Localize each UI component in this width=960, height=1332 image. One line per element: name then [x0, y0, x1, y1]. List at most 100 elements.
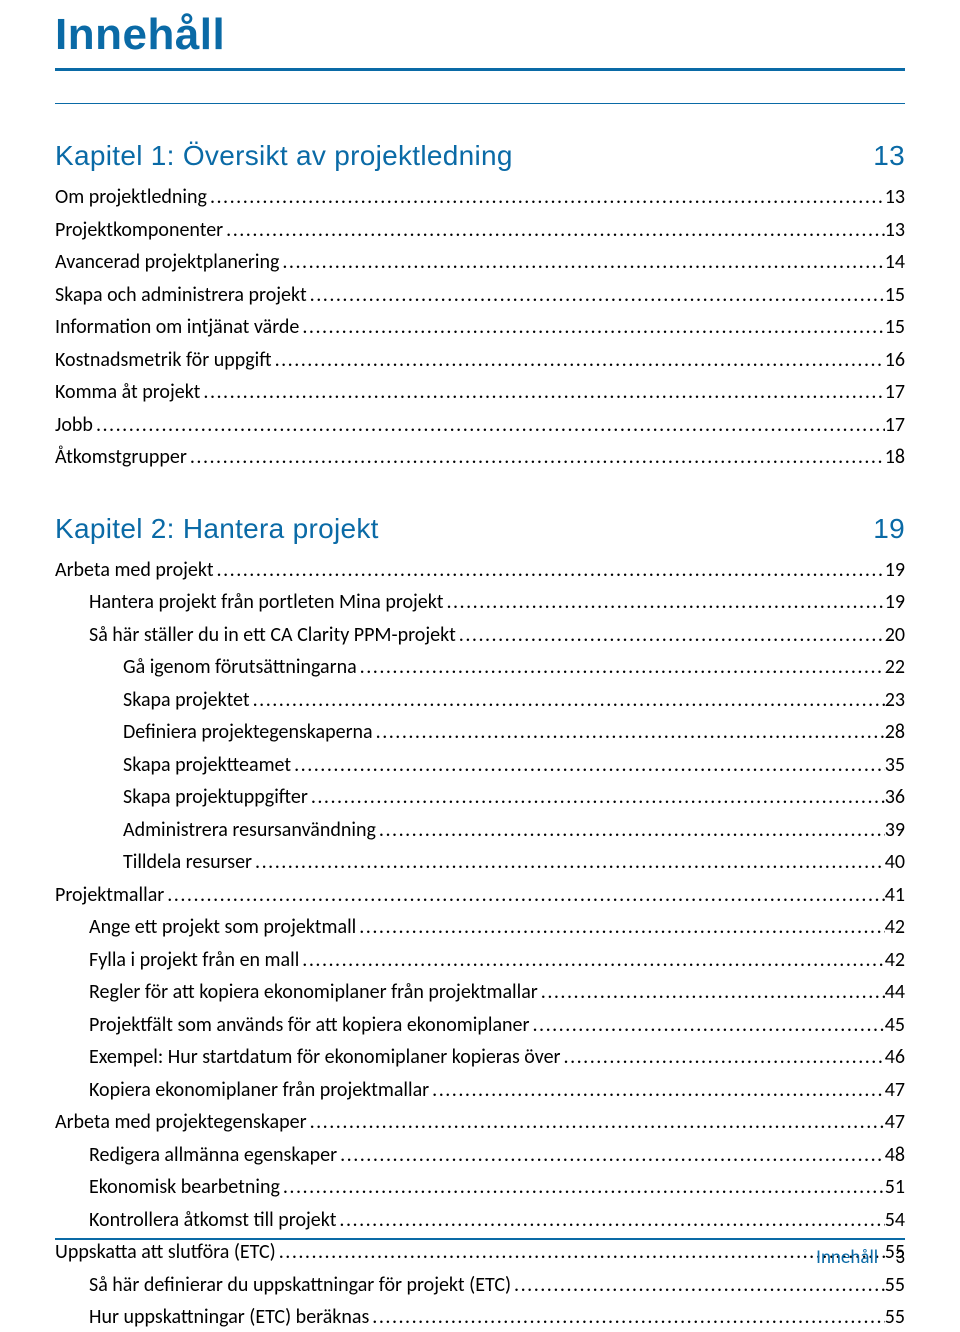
toc-leader-dots	[429, 1075, 885, 1105]
toc-entry-label: Gå igenom förutsättningarna	[123, 652, 357, 682]
chapter-label: Kapitel 2: Hantera projekt	[55, 513, 379, 545]
toc-entry[interactable]: Skapa och administrera projekt15	[55, 280, 905, 310]
toc-entry[interactable]: Åtkomstgrupper 18	[55, 442, 905, 472]
toc-entry[interactable]: Administrera resursanvändning39	[55, 815, 905, 845]
toc-entry-page: 13	[885, 182, 905, 212]
toc-entry-page: 45	[885, 1010, 905, 1040]
toc-entry[interactable]: Tilldela resurser40	[55, 847, 905, 877]
toc-entry-label: Ekonomisk bearbetning	[89, 1172, 280, 1202]
toc-entry-page: 46	[885, 1042, 905, 1072]
toc-entry-page: 51	[885, 1172, 905, 1202]
toc-leader-dots	[299, 945, 884, 975]
toc-entry[interactable]: Skapa projektet23	[55, 685, 905, 715]
toc-leader-dots	[280, 1172, 885, 1202]
toc-entry-label: Regler för att kopiera ekonomiplaner frå…	[89, 977, 538, 1007]
toc-entry[interactable]: Ange ett projekt som projektmall42	[55, 912, 905, 942]
toc-entry[interactable]: Skapa projektteamet35	[55, 750, 905, 780]
toc-leader-dots	[307, 1107, 885, 1137]
toc-entry[interactable]: Arbeta med projekt 19	[55, 555, 905, 585]
chapter-label: Kapitel 1: Översikt av projektledning	[55, 140, 513, 172]
toc-entry[interactable]: Så här ställer du in ett CA Clarity PPM-…	[55, 620, 905, 650]
toc-entry-page: 17	[885, 377, 905, 407]
toc-leader-dots	[538, 977, 885, 1007]
toc-leader-dots	[200, 377, 884, 407]
toc-entry-label: Definiera projektegenskaperna	[123, 717, 373, 747]
toc-entry[interactable]: Projektkomponenter13	[55, 215, 905, 245]
toc-entry[interactable]: Arbeta med projektegenskaper47	[55, 1107, 905, 1137]
toc-entry-page: 13	[885, 215, 905, 245]
chapter-page-number: 19	[873, 513, 905, 545]
toc-entry-page: 16	[885, 345, 905, 375]
toc-entry[interactable]: Projektfält som används för att kopiera …	[55, 1010, 905, 1040]
toc-entry-label: Arbeta med projektegenskaper	[55, 1107, 307, 1137]
toc-entry-page: 19	[885, 555, 905, 585]
toc-entry-label: Exempel: Hur startdatum för ekonomiplane…	[89, 1042, 561, 1072]
toc-entry-page: 22	[885, 652, 905, 682]
toc-leader-dots	[187, 442, 885, 472]
toc-leader-dots	[223, 215, 885, 245]
toc-entry-label: Kontrollera åtkomst till projekt	[89, 1205, 336, 1235]
toc-entry[interactable]: Hur uppskattningar (ETC) beräknas55	[55, 1302, 905, 1332]
page-footer: Innehåll 3	[55, 1238, 905, 1269]
toc-entry-label: Skapa och administrera projekt	[55, 280, 307, 310]
chapter-heading[interactable]: Kapitel 2: Hantera projekt 19	[55, 513, 905, 545]
toc-entry[interactable]: Ekonomisk bearbetning 51	[55, 1172, 905, 1202]
toc-entry[interactable]: Komma åt projekt17	[55, 377, 905, 407]
toc-leader-dots	[456, 620, 885, 650]
toc-leader-dots	[250, 685, 885, 715]
toc-entry[interactable]: Regler för att kopiera ekonomiplaner frå…	[55, 977, 905, 1007]
toc-entry-label: Avancerad projektplanering	[55, 247, 279, 277]
toc-body: Kapitel 1: Översikt av projektledning13O…	[55, 140, 905, 1332]
toc-leader-dots	[356, 912, 884, 942]
toc-entry-page: 18	[885, 442, 905, 472]
toc-entry[interactable]: Definiera projektegenskaperna 28	[55, 717, 905, 747]
toc-entry[interactable]: Jobb17	[55, 410, 905, 440]
toc-entry-page: 54	[885, 1205, 905, 1235]
toc-entry-page: 44	[885, 977, 905, 1007]
toc-leader-dots	[337, 1140, 885, 1170]
chapter-page-number: 13	[873, 140, 905, 172]
toc-leader-dots	[376, 815, 885, 845]
toc-entry[interactable]: Fylla i projekt från en mall42	[55, 945, 905, 975]
toc-entry[interactable]: Hantera projekt från portleten Mina proj…	[55, 587, 905, 617]
toc-entry-label: Jobb	[55, 410, 93, 440]
toc-entry[interactable]: Projektmallar 41	[55, 880, 905, 910]
toc-entry-label: Arbeta med projekt	[55, 555, 214, 585]
toc-entry[interactable]: Om projektledning13	[55, 182, 905, 212]
toc-entry-page: 15	[885, 312, 905, 342]
toc-entry-page: 14	[885, 247, 905, 277]
toc-entry[interactable]: Skapa projektuppgifter36	[55, 782, 905, 812]
toc-entry-page: 41	[885, 880, 905, 910]
toc-entry[interactable]: Kopiera ekonomiplaner från projektmallar…	[55, 1075, 905, 1105]
toc-leader-dots	[307, 280, 885, 310]
toc-entry[interactable]: Avancerad projektplanering 14	[55, 247, 905, 277]
page-content: Innehåll Kapitel 1: Översikt av projektl…	[0, 0, 960, 1332]
toc-entry-label: Kostnadsmetrik för uppgift	[55, 345, 272, 375]
footer-rule	[55, 1238, 905, 1240]
toc-entry[interactable]: Kontrollera åtkomst till projekt 54	[55, 1205, 905, 1235]
title-rule-thin	[55, 103, 905, 104]
toc-entry-label: Projektmallar	[55, 880, 164, 910]
toc-entry-label: Redigera allmänna egenskaper	[89, 1140, 337, 1170]
toc-leader-dots	[207, 182, 885, 212]
toc-entry-label: Skapa projektuppgifter	[123, 782, 308, 812]
toc-leader-dots	[369, 1302, 884, 1332]
toc-entry[interactable]: Redigera allmänna egenskaper48	[55, 1140, 905, 1170]
toc-leader-dots	[291, 750, 885, 780]
toc-entry-page: 47	[885, 1075, 905, 1105]
toc-entry-label: Hur uppskattningar (ETC) beräknas	[89, 1302, 369, 1332]
chapter-heading[interactable]: Kapitel 1: Översikt av projektledning 13	[55, 140, 905, 172]
toc-leader-dots	[272, 345, 885, 375]
toc-leader-dots	[308, 782, 885, 812]
toc-entry-page: 28	[885, 717, 905, 747]
toc-entry-label: Åtkomstgrupper	[55, 442, 187, 472]
toc-leader-dots	[373, 717, 885, 747]
toc-entry[interactable]: Kostnadsmetrik för uppgift 16	[55, 345, 905, 375]
toc-entry-label: Administrera resursanvändning	[123, 815, 376, 845]
toc-entry[interactable]: Information om intjänat värde 15	[55, 312, 905, 342]
toc-entry-label: Information om intjänat värde	[55, 312, 299, 342]
toc-entry[interactable]: Exempel: Hur startdatum för ekonomiplane…	[55, 1042, 905, 1072]
toc-leader-dots	[93, 410, 885, 440]
toc-entry[interactable]: Gå igenom förutsättningarna 22	[55, 652, 905, 682]
toc-leader-dots	[299, 312, 884, 342]
